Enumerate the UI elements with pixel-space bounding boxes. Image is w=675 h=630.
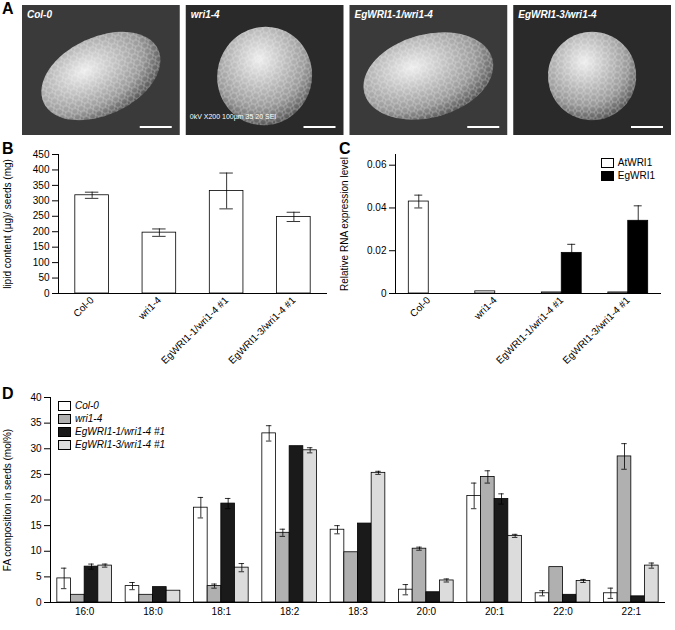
svg-text:0.06: 0.06 [367,159,387,170]
svg-text:100: 100 [33,257,50,268]
svg-text:0.04: 0.04 [367,202,387,213]
svg-text:250: 250 [33,210,50,221]
svg-text:150: 150 [33,241,50,252]
svg-text:450: 450 [33,149,50,160]
svg-text:Relative RNA expression level: Relative RNA expression level [339,157,350,291]
html-text:EgWRI1: EgWRI1 [617,170,655,181]
svg-text:40: 40 [30,392,42,403]
svg-text:EgWRI1-1/wri1-4 #1: EgWRI1-1/wri1-4 #1 [159,294,231,366]
svg-text:lipid content (µg)/ seeds (mg): lipid content (µg)/ seeds (mg) [2,159,13,289]
svg-text:25: 25 [30,469,42,480]
svg-text:0kV X200 100µm 35 20 SEI: 0kV X200 100µm 35 20 SEI [190,113,277,121]
svg-text:EgWRI1-1/wri1-4: EgWRI1-1/wri1-4 [355,9,434,20]
html-text:D: D [2,385,14,402]
svg-text:wri1-4: wri1-4 [135,294,163,322]
svg-text:EgWRI1-3/wri1-4: EgWRI1-3/wri1-4 [518,9,597,20]
svg-text:0: 0 [44,288,50,299]
svg-text:16:0: 16:0 [75,606,95,617]
svg-text:15: 15 [30,520,42,531]
svg-text:0: 0 [36,597,42,608]
svg-text:0.02: 0.02 [367,245,387,256]
html-text:wri1-4: wri1-4 [75,413,103,424]
svg-text:30: 30 [30,443,42,454]
svg-text:FA composition in seeds (mol%): FA composition in seeds (mol%) [2,429,13,571]
svg-text:20:1: 20:1 [485,606,505,617]
svg-text:EgWRI1-3/wri1-4 #1: EgWRI1-3/wri1-4 #1 [560,294,632,366]
svg-text:200: 200 [33,226,50,237]
svg-text:Col-0: Col-0 [27,9,52,20]
html-text:Col-0: Col-0 [75,400,99,411]
svg-text:22:1: 22:1 [622,606,642,617]
svg-text:EgWRI1-1/wri1-4 #1: EgWRI1-1/wri1-4 #1 [494,294,566,366]
svg-text:18:0: 18:0 [143,606,163,617]
svg-text:5: 5 [36,571,42,582]
svg-text:10: 10 [30,545,42,556]
svg-text:35: 35 [30,417,42,428]
svg-text:wri1-4: wri1-4 [471,294,499,322]
svg-text:20:0: 20:0 [417,606,437,617]
svg-text:400: 400 [33,164,50,175]
svg-text:350: 350 [33,180,50,191]
html-text:B: B [2,140,14,157]
svg-text:18:2: 18:2 [280,606,300,617]
svg-text:20: 20 [30,494,42,505]
svg-text:300: 300 [33,195,50,206]
svg-text:Col-0: Col-0 [408,294,433,319]
html-text:A: A [2,0,14,17]
svg-text:50: 50 [38,272,50,283]
svg-text:22:0: 22:0 [553,606,573,617]
html-text:EgWRI1-1/wri1-4 #1: EgWRI1-1/wri1-4 #1 [75,426,165,437]
html-text:EgWRI1-3/wri1-4 #1: EgWRI1-3/wri1-4 #1 [75,439,165,450]
html-text:C: C [339,140,351,157]
svg-text:EgWRI1-3/wri1-4 #1: EgWRI1-3/wri1-4 #1 [226,294,298,366]
svg-text:0: 0 [381,288,387,299]
svg-text:wri1-4: wri1-4 [191,9,220,20]
svg-text:18:3: 18:3 [348,606,368,617]
html-text:AtWRI1: AtWRI1 [617,157,653,168]
svg-text:18:1: 18:1 [212,606,232,617]
svg-text:Col-0: Col-0 [71,294,96,319]
